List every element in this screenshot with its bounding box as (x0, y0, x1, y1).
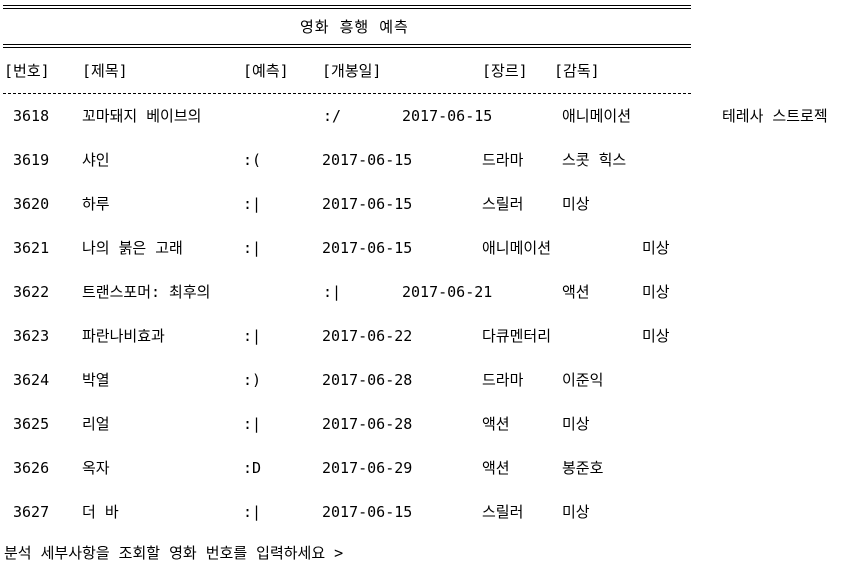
movie-number: 3623 (13, 327, 50, 345)
movie-genre: 액션 (562, 283, 590, 301)
movie-title: 하루 (82, 195, 110, 213)
movie-director: 미상 (642, 283, 670, 301)
movie-title: 박열 (82, 371, 110, 389)
movie-director: 미상 (562, 195, 590, 213)
header-separator (3, 93, 691, 94)
movie-number: 3625 (13, 415, 50, 433)
movie-director: 이준익 (562, 371, 604, 389)
movie-number: 3618 (13, 107, 50, 125)
release-date: 2017-06-15 (322, 239, 413, 257)
list-item: 3620 하루 :| 2017-06-15 스릴러 미상 (0, 194, 841, 216)
release-date: 2017-06-28 (322, 371, 413, 389)
movie-title: 더 바 (82, 503, 119, 521)
movie-number: 3624 (13, 371, 50, 389)
release-date: 2017-06-15 (402, 107, 493, 125)
release-date: 2017-06-28 (322, 415, 413, 433)
prediction-emoticon: :| (323, 283, 342, 301)
title-separator (3, 44, 691, 45)
movie-title: 나의 붉은 고래 (82, 239, 183, 257)
movie-genre: 드라마 (482, 371, 524, 389)
movie-title: 옥자 (82, 459, 110, 477)
movie-genre: 액션 (482, 415, 510, 433)
release-date: 2017-06-22 (322, 327, 413, 345)
movie-title: 파란나비효과 (82, 327, 165, 345)
header-release: [개봉일] (322, 62, 382, 80)
movie-director: 미상 (642, 327, 670, 345)
movie-number: 3627 (13, 503, 50, 521)
movie-number: 3622 (13, 283, 50, 301)
prediction-emoticon: :| (243, 415, 262, 433)
header-prediction: [예측] (243, 62, 289, 80)
top-separator (3, 5, 691, 6)
prediction-emoticon: :/ (323, 107, 342, 125)
list-item: 3627 더 바 :| 2017-06-15 스릴러 미상 (0, 502, 841, 524)
list-item: 3623 파란나비효과 :| 2017-06-22 다큐멘터리 미상 (0, 326, 841, 348)
release-date: 2017-06-15 (322, 195, 413, 213)
header-director: [감독] (554, 62, 600, 80)
list-item: 3624 박열:) 2017-06-28 드라마 이준익 (0, 370, 841, 392)
console-title: 영화 흥행 예측 (300, 18, 409, 36)
header-no: [번호] (4, 62, 50, 80)
release-date: 2017-06-15 (322, 503, 413, 521)
list-item: 3626 옥자 :D 2017-06-29 액션 봉준호 (0, 458, 841, 480)
movie-number: 3620 (13, 195, 50, 213)
list-item: 3621 나의 붉은 고래 :| 2017-06-15 애니메이션 미상 (0, 238, 841, 260)
movie-title: 트랜스포머: 최후의 (82, 283, 211, 301)
prediction-emoticon: :| (243, 327, 262, 345)
prediction-emoticon: :| (243, 503, 262, 521)
movie-director: 테레사 스트로젝 (722, 107, 828, 125)
movie-title: 샤인 (82, 151, 110, 169)
movie-number: 3626 (13, 459, 50, 477)
movie-genre: 스릴러 (482, 503, 524, 521)
list-item: 3622 트랜스포머: 최후의 :| 2017-06-21 액션 미상 (0, 282, 841, 304)
movie-director: 미상 (562, 503, 590, 521)
movie-director: 미상 (562, 415, 590, 433)
prediction-emoticon: :( (243, 151, 262, 169)
header-genre: [장르] (482, 62, 528, 80)
movie-genre: 스릴러 (482, 195, 524, 213)
prediction-emoticon: :| (243, 239, 262, 257)
movie-director: 미상 (642, 239, 670, 257)
movie-genre: 액션 (482, 459, 510, 477)
list-item: 3618 꼬마돼지 베이브의 :/ 2017-06-15 애니메이션 테레사 스트로젝 (0, 106, 841, 128)
movie-title: 꼬마돼지 베이브의 (82, 107, 202, 125)
movie-director: 스콧 힉스 (562, 151, 627, 169)
prediction-emoticon: :D (243, 459, 262, 477)
header-title: [제목] (82, 62, 128, 80)
list-item: 3625 리얼 :| 2017-06-28 액션 미상 (0, 414, 841, 436)
movie-director: 봉준호 (562, 459, 604, 477)
release-date: 2017-06-29 (322, 459, 413, 477)
movie-genre: 드라마 (482, 151, 524, 169)
movie-number: 3619 (13, 151, 50, 169)
movie-genre: 애니메이션 (562, 107, 632, 125)
prediction-emoticon: :) (243, 371, 262, 389)
input-prompt[interactable]: 분석 세부사항을 조회할 영화 번호를 입력하세요 > (4, 544, 344, 562)
movie-title: 리얼 (82, 415, 110, 433)
prediction-emoticon: :| (243, 195, 262, 213)
movie-number: 3621 (13, 239, 50, 257)
list-item: 3619 샤인 :( 2017-06-15 드라마 스콧 힉스 (0, 150, 841, 172)
movie-genre: 애니메이션 (482, 239, 552, 257)
release-date: 2017-06-21 (402, 283, 493, 301)
release-date: 2017-06-15 (322, 151, 413, 169)
movie-genre: 다큐멘터리 (482, 327, 552, 345)
